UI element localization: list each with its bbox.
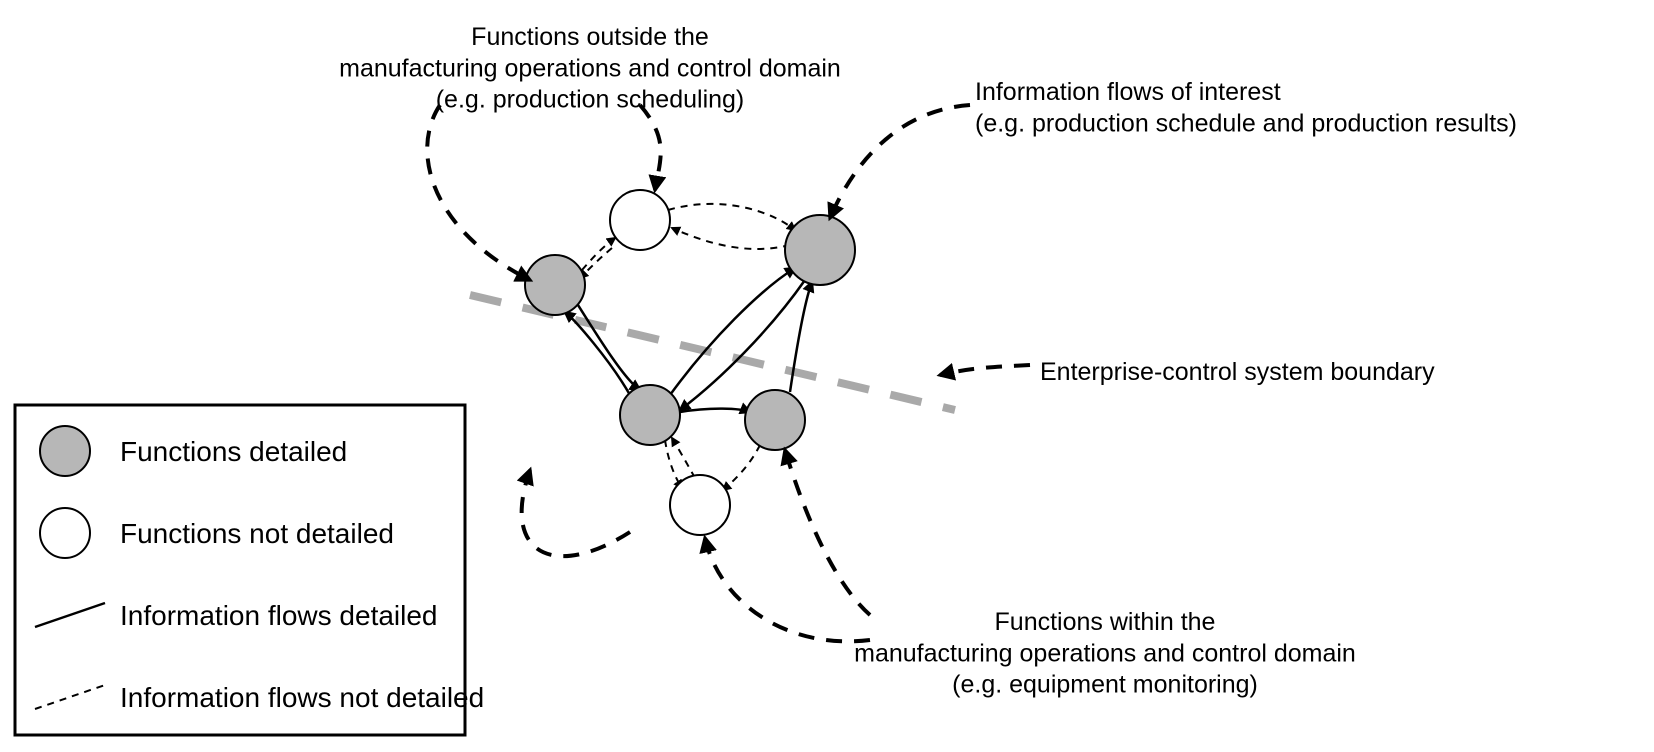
edge-not-detailed	[582, 238, 615, 270]
legend-label: Information flows detailed	[120, 600, 438, 631]
edge-detailed	[578, 305, 640, 390]
diagram-node	[670, 475, 730, 535]
callout-arrow	[830, 105, 970, 218]
callout-arrow	[427, 105, 530, 280]
edge-not-detailed	[580, 248, 612, 278]
edge-detailed	[680, 280, 805, 410]
edge-not-detailed	[723, 445, 760, 490]
edge-not-detailed	[665, 440, 682, 488]
legend-label: Information flows not detailed	[120, 682, 484, 713]
callout-text-boundary_label: Enterprise-control system boundary	[1040, 358, 1435, 386]
edge-not-detailed	[668, 204, 795, 230]
legend-icon	[40, 508, 90, 558]
callout-arrow	[940, 365, 1030, 375]
edge-detailed	[680, 409, 750, 412]
callout-text-outside_functions: Functions outside themanufacturing opera…	[339, 23, 841, 114]
callout-arrow	[522, 470, 630, 556]
diagram-node	[525, 255, 585, 315]
callout-text-info_flows_interest: Information flows of interest(e.g. produ…	[975, 78, 1517, 137]
diagram-node	[610, 190, 670, 250]
legend-label: Functions detailed	[120, 436, 347, 467]
edge-not-detailed	[672, 228, 790, 249]
edge-not-detailed	[672, 438, 695, 478]
callout-text-within_functions: Functions within themanufacturing operat…	[854, 608, 1356, 699]
callout-arrow	[640, 105, 661, 190]
edge-detailed	[670, 268, 795, 395]
diagram-node	[745, 390, 805, 450]
diagram-node	[620, 385, 680, 445]
legend-icon	[40, 426, 90, 476]
diagram-node	[785, 215, 855, 285]
legend-label: Functions not detailed	[120, 518, 394, 549]
callout-arrow	[785, 450, 870, 615]
